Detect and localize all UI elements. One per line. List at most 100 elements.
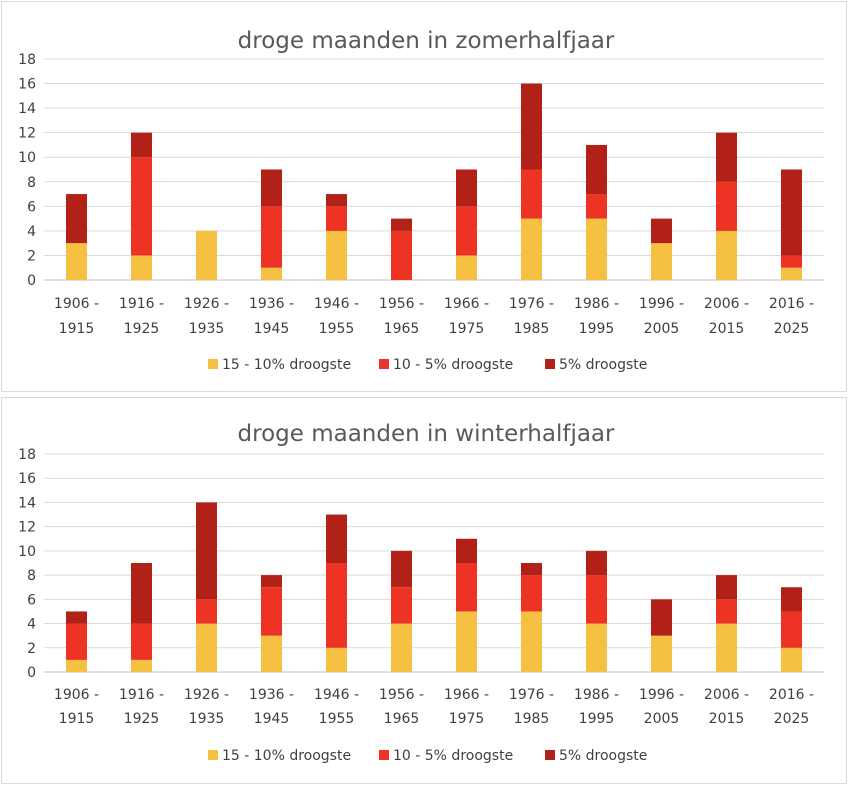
x-tick-label: 1935 <box>189 321 225 337</box>
x-tick-label: 1925 <box>124 711 160 727</box>
bar-segment <box>521 575 542 612</box>
bar-segment <box>131 132 152 158</box>
y-tick-label: 10 <box>18 150 36 166</box>
bar-segment <box>716 575 737 600</box>
bar-segment <box>456 206 477 256</box>
x-tick-label: 1945 <box>254 711 290 727</box>
x-tick-label: 1995 <box>579 321 615 337</box>
x-tick-label: 1985 <box>514 321 550 337</box>
x-tick-label: 1976 - <box>509 296 554 312</box>
chart-winter: droge maanden in winterhalfjaar 0 2 4 6 8 10 1… <box>18 421 824 764</box>
legend-swatch <box>379 750 389 760</box>
y-tick-label: 2 <box>27 641 36 657</box>
bar-segment <box>391 230 412 280</box>
bar-segment <box>261 169 282 207</box>
bar-segment <box>651 243 672 280</box>
bar-segment <box>716 623 737 672</box>
x-tick-label: 1926 - <box>184 296 229 312</box>
bar-segment <box>131 157 152 256</box>
chart-title: droge maanden in zomerhalfjaar <box>238 28 615 54</box>
bar-segment <box>261 267 282 280</box>
bar-segment <box>131 255 152 280</box>
x-tick-label: 1906 - <box>54 296 99 312</box>
x-tick-label: 2015 <box>709 321 745 337</box>
x-tick-label: 1925 <box>124 321 160 337</box>
bar-segment <box>521 611 542 672</box>
bar-segment <box>391 550 412 588</box>
legend-label: 5% droogste <box>559 748 647 764</box>
bar-segment <box>196 230 217 280</box>
y-tick-label: 2 <box>27 248 36 264</box>
legend-swatch <box>379 359 389 369</box>
bar-segment <box>326 647 347 672</box>
x-tick-label: 1975 <box>449 321 485 337</box>
bar-segment <box>716 599 737 624</box>
bar-segment <box>391 623 412 672</box>
chart-zomer: droge maanden in zomerhalfjaar 0 2 4 6 8 10 12… <box>18 28 824 373</box>
y-tick-label: 16 <box>18 77 36 93</box>
y-tick-label: 8 <box>27 568 36 584</box>
bar-segment <box>586 550 607 576</box>
y-tick-label: 12 <box>18 520 36 536</box>
y-tick-label: 10 <box>18 544 36 560</box>
bar-segment <box>66 659 87 672</box>
bar-segment <box>586 575 607 624</box>
x-tick-label: 1956 - <box>379 687 424 703</box>
chart-title: droge maanden in winterhalfjaar <box>238 421 616 447</box>
legend-swatch <box>208 359 218 369</box>
legend-label: 5% droogste <box>559 357 647 373</box>
legend-label: 15 - 10% droogste <box>222 748 351 764</box>
bar-segment <box>716 230 737 280</box>
bar-segment <box>196 623 217 672</box>
chart-panel-zomer: droge maanden in zomerhalfjaar 0 2 4 6 8 10 12… <box>1 1 847 392</box>
x-tick-label: 2016 - <box>769 687 814 703</box>
x-tick-label: 2015 <box>709 711 745 727</box>
x-tick-label: 1935 <box>189 711 225 727</box>
bar-segment <box>456 169 477 207</box>
y-tick-label: 4 <box>27 224 36 240</box>
bar-segment <box>586 623 607 672</box>
y-tick-label: 4 <box>27 617 36 633</box>
bar-segment <box>66 623 87 660</box>
bar-segment <box>261 587 282 636</box>
x-tick-label: 2005 <box>644 321 680 337</box>
legend-label: 15 - 10% droogste <box>222 357 351 373</box>
bar-segment <box>521 169 542 219</box>
x-tick-label: 2005 <box>644 711 680 727</box>
bar-segment <box>391 218 412 231</box>
bar-segment <box>326 563 347 648</box>
x-tick-label: 1915 <box>59 711 95 727</box>
bar-segment <box>131 659 152 672</box>
bar-segment <box>781 267 802 280</box>
x-tick-label: 1995 <box>579 711 615 727</box>
bar-segment <box>326 194 347 207</box>
bar-segment <box>651 218 672 244</box>
bar-segment <box>716 132 737 182</box>
bar-segment <box>196 502 217 600</box>
y-tick-label: 6 <box>27 199 36 215</box>
bar-segment <box>781 255 802 268</box>
bar-segment <box>66 243 87 280</box>
x-tick-label: 1975 <box>449 711 485 727</box>
bar-segment <box>66 611 87 624</box>
y-tick-label: 14 <box>18 495 36 511</box>
bar-segment <box>521 218 542 280</box>
y-tick-label: 14 <box>18 101 36 117</box>
x-tick-label: 1996 - <box>639 296 684 312</box>
y-tick-label: 0 <box>27 273 36 289</box>
chart-panel-winter: droge maanden in winterhalfjaar 0 2 4 6 8 10 1… <box>1 397 847 784</box>
x-tick-label: 1996 - <box>639 687 684 703</box>
bar-segment <box>326 514 347 563</box>
x-tick-label: 1946 - <box>314 296 359 312</box>
legend-swatch <box>545 359 555 369</box>
bar-segment <box>586 144 607 195</box>
x-tick-label: 1986 - <box>574 687 619 703</box>
bar-segment <box>781 169 802 256</box>
bar-segment <box>261 206 282 268</box>
x-tick-label: 1965 <box>384 321 420 337</box>
x-tick-label: 1985 <box>514 711 550 727</box>
bar-segment <box>131 623 152 660</box>
bar-segment <box>196 599 217 624</box>
x-tick-label: 2006 - <box>704 687 749 703</box>
x-tick-label: 1936 - <box>249 687 294 703</box>
